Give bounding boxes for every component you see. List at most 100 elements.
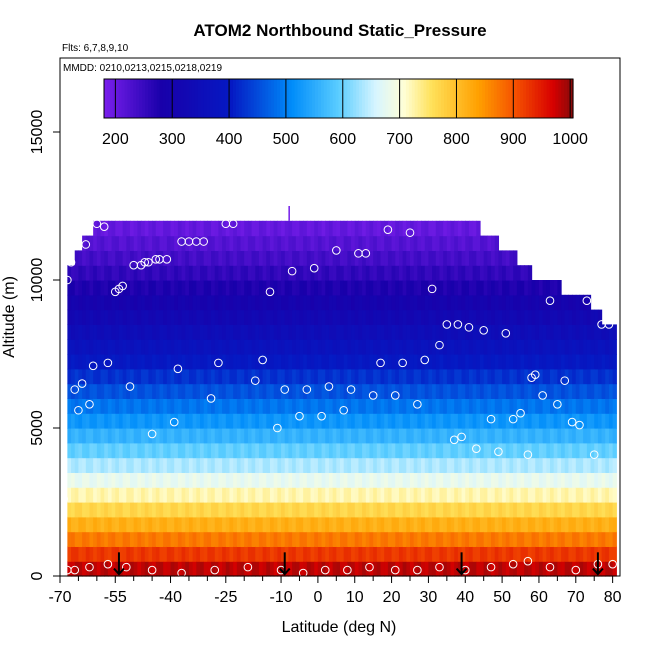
- colorbar-segment: [561, 79, 565, 118]
- heatmap-cell: [446, 324, 452, 340]
- heatmap-cell: [524, 561, 529, 577]
- heatmap-cell: [181, 235, 186, 251]
- heatmap-cell: [476, 265, 481, 281]
- heatmap-cell: [277, 309, 282, 325]
- heatmap-cell: [594, 442, 599, 459]
- heatmap-cell: [185, 383, 190, 399]
- sample-point: [538, 391, 547, 400]
- heatmap-cell: [516, 368, 522, 385]
- heatmap-cell: [369, 368, 374, 385]
- sample-point: [368, 391, 378, 400]
- heatmap-cell: [384, 428, 389, 444]
- heatmap-cell: [200, 250, 205, 266]
- heatmap-cell: [557, 324, 562, 340]
- heatmap-cell: [111, 250, 116, 266]
- heatmap-cell: [439, 309, 444, 325]
- sample-point: [265, 287, 275, 297]
- heatmap-cell: [200, 354, 205, 370]
- heatmap-cell: [402, 383, 407, 399]
- heatmap-cell: [546, 413, 551, 429]
- heatmap-cell: [96, 383, 102, 399]
- heatmap-cell: [303, 383, 308, 399]
- heatmap-cell: [225, 235, 231, 251]
- heatmap-cell: [325, 487, 330, 503]
- sample-point: [486, 562, 496, 572]
- heatmap-cell: [413, 487, 418, 503]
- heatmap-cell: [207, 502, 212, 518]
- heatmap-cell: [174, 398, 179, 414]
- heatmap-cell: [513, 472, 518, 488]
- colorbar-segment: [241, 79, 246, 118]
- heatmap-cell: [188, 354, 194, 370]
- heatmap-cell: [487, 516, 492, 533]
- heatmap-cell: [439, 487, 444, 503]
- heatmap-cell: [502, 546, 507, 562]
- heatmap-cell: [402, 250, 407, 266]
- colorbar-segment: [482, 79, 486, 118]
- heatmap-cell: [432, 265, 437, 281]
- heatmap-cell: [468, 383, 474, 399]
- heatmap-cell: [155, 472, 161, 488]
- heatmap-cell: [229, 354, 234, 370]
- heatmap-cell: [321, 280, 326, 296]
- heatmap-cell: [446, 487, 452, 503]
- heatmap-cell: [538, 280, 544, 296]
- heatmap-cell: [266, 398, 271, 414]
- heatmap-cell: [247, 309, 253, 325]
- heatmap-cell: [284, 265, 290, 281]
- heatmap-cell: [299, 428, 304, 444]
- heatmap-cell: [461, 368, 466, 385]
- heatmap-cell: [395, 220, 400, 237]
- heatmap-cell: [347, 368, 352, 385]
- heatmap-cell: [148, 235, 153, 251]
- heatmap-cell: [328, 368, 334, 385]
- heatmap-cell: [373, 250, 378, 266]
- heatmap-cell: [402, 561, 407, 577]
- heatmap-cell: [439, 250, 444, 266]
- heatmap-cell: [247, 487, 253, 503]
- heatmap-cell: [351, 220, 356, 237]
- heatmap-cell: [428, 531, 433, 547]
- heatmap-cell: [107, 220, 113, 237]
- heatmap-cell: [424, 368, 430, 385]
- heatmap-cell: [181, 398, 186, 414]
- heatmap-cell: [314, 280, 319, 296]
- heatmap-cell: [424, 428, 430, 444]
- heatmap-cell: [421, 309, 426, 325]
- heatmap-cell: [376, 368, 382, 385]
- heatmap-cell: [457, 265, 463, 281]
- heatmap-cell: [457, 472, 463, 488]
- heatmap-cell: [270, 294, 275, 311]
- heatmap-cell: [443, 561, 448, 577]
- heatmap-cell: [255, 561, 260, 577]
- heatmap-cell: [207, 294, 212, 311]
- heatmap-cell: [104, 383, 109, 399]
- colorbar-segment: [417, 79, 422, 118]
- heatmap-cell: [395, 265, 400, 281]
- heatmap-cell: [564, 516, 570, 533]
- heatmap-cell: [494, 235, 500, 251]
- heatmap-cell: [505, 487, 511, 503]
- sample-point: [523, 450, 533, 459]
- heatmap-cell: [214, 280, 220, 296]
- heatmap-cell: [207, 413, 212, 429]
- heatmap-cell: [446, 561, 452, 577]
- heatmap-cell: [82, 368, 87, 385]
- heatmap-cell: [413, 383, 418, 399]
- heatmap-cell: [203, 250, 208, 266]
- colorbar-segment: [109, 79, 114, 118]
- heatmap-cell: [236, 354, 242, 370]
- heatmap-cell: [402, 428, 407, 444]
- heatmap-cell: [159, 428, 164, 444]
- heatmap-cell: [417, 457, 422, 473]
- heatmap-cell: [380, 265, 385, 281]
- heatmap-cell: [126, 265, 131, 281]
- heatmap-cell: [424, 472, 430, 488]
- heatmap-cell: [542, 457, 547, 473]
- heatmap-cell: [284, 413, 290, 429]
- heatmap-cell: [111, 413, 116, 429]
- heatmap-cell: [373, 265, 378, 281]
- heatmap-cell: [557, 383, 562, 399]
- heatmap-cell: [343, 280, 348, 296]
- heatmap-cell: [159, 561, 164, 577]
